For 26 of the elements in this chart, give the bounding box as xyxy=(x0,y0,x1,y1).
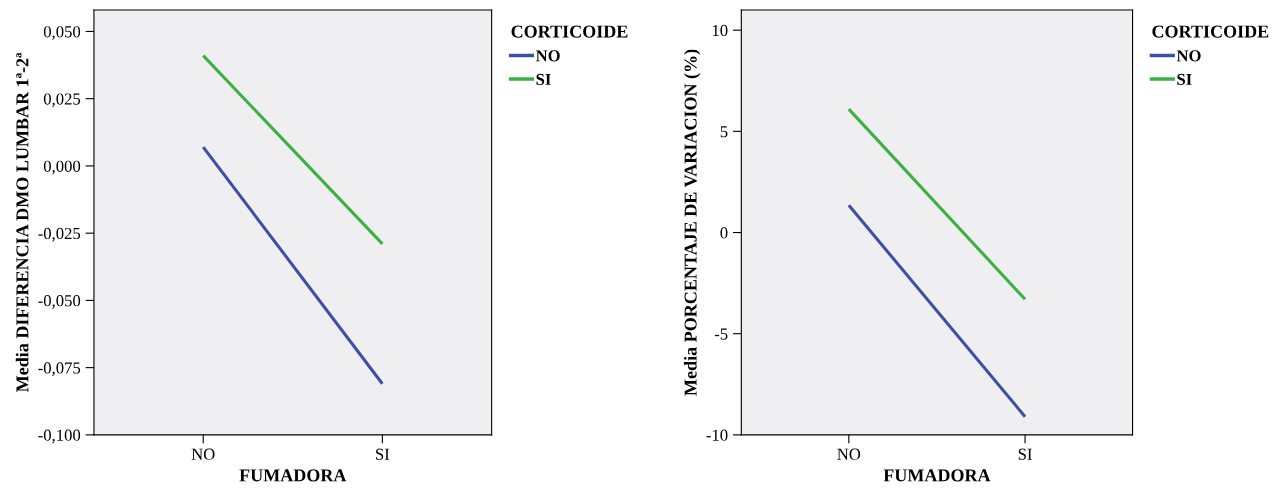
legend-label: NO xyxy=(1176,50,1201,62)
x-axis-title: FUMADORA xyxy=(883,469,991,482)
legend-label: SI xyxy=(1177,73,1192,86)
x-tick-label: SI xyxy=(1018,448,1032,460)
y-tick-label: 0,000 xyxy=(43,160,81,175)
y-tick-label: -10 xyxy=(706,429,728,441)
y-tick-label: 0 xyxy=(720,227,728,239)
x-axis-title: FUMADORA xyxy=(239,469,347,482)
legend-label: NO xyxy=(535,50,560,62)
y-tick-label: -5 xyxy=(714,328,728,340)
y-tick-label: -0,100 xyxy=(38,429,81,444)
legend-title: CORTICOIDE xyxy=(1152,25,1269,38)
y-tick-label: 0,050 xyxy=(43,26,81,40)
y-tick-label: -0,025 xyxy=(38,227,81,242)
legend-label: SI xyxy=(536,73,551,86)
y-tick-label: 0,025 xyxy=(43,93,81,108)
y-tick-label: -0,075 xyxy=(38,362,81,376)
x-tick-label: SI xyxy=(376,448,390,460)
y-tick-label: 5 xyxy=(720,126,728,138)
x-tick-label: NO xyxy=(837,448,861,460)
x-tick-label: NO xyxy=(191,448,215,460)
y-axis-title: Media PORCENTAJE DE VARIACION (%) xyxy=(683,49,701,396)
y-tick-label: -0,050 xyxy=(38,295,81,309)
legend-title: CORTICOIDE xyxy=(511,25,628,38)
y-tick-label: 10 xyxy=(712,24,728,37)
y-axis-title: Media DIFERENCIA DMO LUMBAR 1ª-2ª xyxy=(15,52,29,393)
